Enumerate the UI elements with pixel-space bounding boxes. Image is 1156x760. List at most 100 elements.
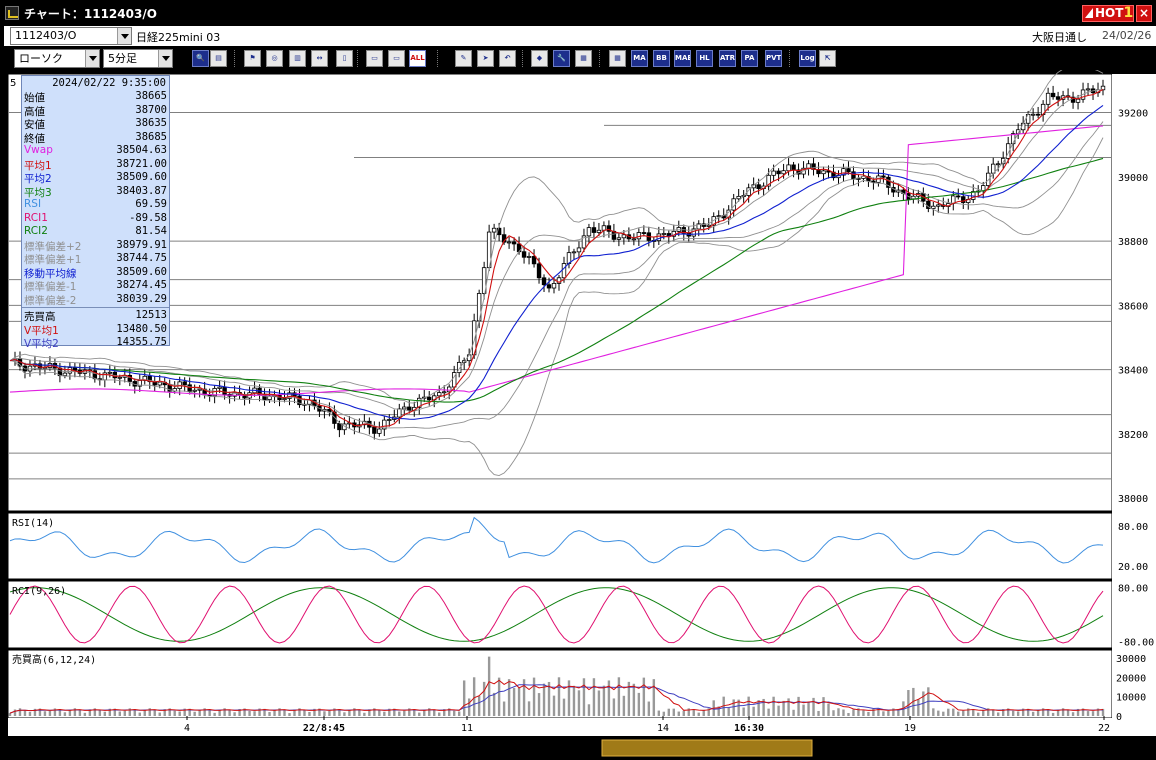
scrollbar-thumb: [601, 739, 813, 757]
hl-button[interactable]: HL: [696, 50, 713, 67]
chart-area[interactable]: 39200 39000 38800 38600 38400 38200 38000 80.00…: [4, 70, 1156, 760]
log-button[interactable]: Log: [799, 50, 816, 67]
bb-button[interactable]: BB: [653, 50, 670, 67]
candle-body: [107, 371, 113, 374]
price-tick-label: 38800: [1118, 237, 1148, 248]
grid-button[interactable]: ▤: [210, 50, 227, 67]
instrument-name: 日経225mini 03: [136, 31, 221, 44]
volume-bar: [702, 709, 705, 716]
volume-bar: [318, 708, 321, 716]
volume-bar: [213, 712, 216, 716]
all-button[interactable]: ALL: [409, 50, 426, 67]
volume-bar: [882, 711, 885, 716]
export-button[interactable]: ⇱: [819, 50, 836, 67]
color-button[interactable]: ▦: [575, 50, 592, 67]
wrench-button[interactable]: 🔧: [553, 50, 570, 67]
interval-select[interactable]: 5分足: [103, 49, 173, 68]
candle-body: [451, 372, 457, 388]
tool-e-button[interactable]: ▯: [336, 50, 353, 67]
pencil-button[interactable]: ✎: [455, 50, 472, 67]
interval-dropdown[interactable]: [158, 50, 172, 67]
volume-bar: [123, 710, 126, 716]
info-label: RSI: [24, 198, 42, 210]
volume-bar: [43, 711, 47, 716]
candle-body: [636, 232, 642, 240]
chart-type-select[interactable]: ローソク: [14, 49, 100, 68]
volume-bar: [542, 683, 546, 716]
mae-button[interactable]: MAE: [674, 50, 691, 67]
price-chart[interactable]: 39200 39000 38800 38600 38400 38200 38000 80.00…: [4, 70, 1156, 760]
ma-button[interactable]: MA: [631, 50, 648, 67]
volume-bar: [143, 709, 146, 716]
volume-bar: [722, 696, 725, 716]
volume-bar: [857, 708, 860, 716]
rci-short-line: [9, 585, 1104, 644]
rci-tick-label: 80.00: [1118, 584, 1148, 595]
volume-bar: [552, 695, 556, 716]
tool-g-button[interactable]: ▭: [388, 50, 405, 67]
candle-body: [192, 389, 197, 392]
volume-bar: [168, 708, 171, 716]
volume-bar: [443, 709, 446, 716]
volume-bar: [133, 709, 136, 716]
volume-bar: [383, 711, 386, 716]
volume-bar: [138, 712, 141, 716]
candle-body: [372, 426, 377, 434]
volume-bar: [13, 709, 17, 716]
cursor-button[interactable]: ➤: [477, 50, 494, 67]
close-button[interactable]: ×: [1136, 5, 1152, 22]
volume-bar: [308, 711, 311, 716]
candle-body: [821, 170, 826, 175]
candle-body: [656, 233, 662, 242]
tool-a-button[interactable]: ⚑: [244, 50, 261, 67]
tool-b-button[interactable]: ◎: [266, 50, 283, 67]
info-row: 標準偏差+2 38979.91: [24, 239, 167, 253]
candle-body: [586, 227, 592, 237]
volume-bar: [1051, 712, 1055, 716]
ma-short-line: [9, 89, 1104, 428]
symbol-select[interactable]: 1112403/O: [10, 27, 132, 45]
bollinger-band: [9, 88, 1104, 412]
volume-bar: [597, 690, 601, 716]
volume-bar: [128, 708, 131, 716]
volume-bar: [737, 699, 740, 716]
hot-button[interactable]: HOT1: [1082, 5, 1134, 22]
candle-body: [936, 204, 941, 207]
candle-body: [996, 163, 1001, 166]
candle-body: [232, 392, 237, 397]
volume-bar: [807, 701, 810, 716]
volume-tick-label: 30000: [1116, 654, 1146, 665]
zoom-button[interactable]: 🔍: [192, 50, 209, 67]
volume-bar: [827, 703, 830, 716]
candle-body: [117, 376, 122, 379]
chevron-down-icon: [162, 56, 170, 61]
symbol-dropdown-button[interactable]: [117, 28, 131, 44]
info-timestamp: 2024/02/22 9:35:00: [52, 77, 166, 89]
info-label: 標準偏差-1: [24, 281, 77, 293]
pvt-button[interactable]: PVT: [765, 50, 782, 67]
volume-bar: [477, 695, 481, 716]
info-value: 38979.91: [116, 238, 167, 251]
undo-button[interactable]: ↶: [499, 50, 516, 67]
candle-body: [72, 367, 78, 371]
rsi-title: RSI(14): [12, 518, 54, 529]
volume-bar: [797, 696, 800, 716]
volume-bar: [942, 711, 945, 716]
info-label: 標準偏差-2: [24, 294, 77, 307]
volume-tick-label: 0: [1116, 712, 1122, 723]
info-value: 81.54: [135, 225, 167, 237]
fill-button[interactable]: ◆: [531, 50, 548, 67]
tool-d-button[interactable]: ↔: [311, 50, 328, 67]
atr-button[interactable]: ATR: [719, 50, 736, 67]
info-row: RSI 69.59: [24, 198, 167, 212]
candle-body: [871, 180, 876, 183]
candle-body: [1035, 113, 1041, 116]
volume-bar: [932, 708, 935, 716]
chart-type-dropdown[interactable]: [85, 50, 99, 67]
para-button[interactable]: PA: [741, 50, 758, 67]
tool-f-button[interactable]: ▭: [366, 50, 383, 67]
tool-c-button[interactable]: ▥: [289, 50, 306, 67]
ind1-button[interactable]: ▦: [609, 50, 626, 67]
info-row: 平均2 38509.60: [24, 171, 167, 185]
candle-body: [541, 277, 547, 286]
